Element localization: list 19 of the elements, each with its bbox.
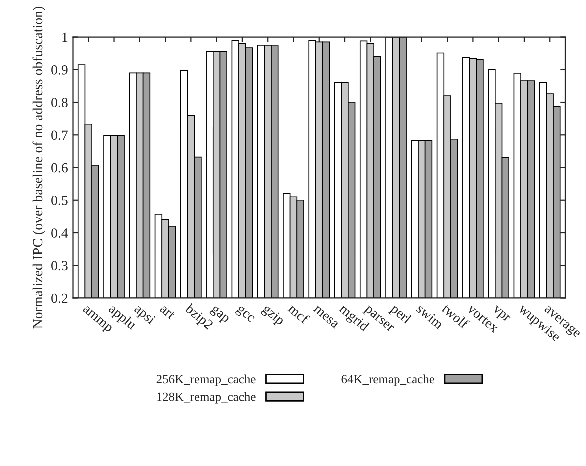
x-tick-label: twolf xyxy=(441,303,470,330)
y-tick-label: 0.2 xyxy=(52,294,68,304)
y-tick-label: 0.7 xyxy=(52,130,68,140)
legend-label: 256K_remap_cache xyxy=(156,374,256,386)
y-axis-title: Normalized IPC (over baseline of no address obfuscation) xyxy=(32,6,46,329)
y-tick-label: 0.8 xyxy=(52,98,68,108)
y-tick-label: 1 xyxy=(62,32,68,42)
y-tick-label: 0.9 xyxy=(52,65,68,75)
legend-label: 64K_remap_cache xyxy=(342,374,435,386)
x-tick-label: mcf xyxy=(288,303,310,324)
y-tick-label: 0.3 xyxy=(52,261,68,271)
legend-label: 128K_remap_cache xyxy=(157,392,256,404)
y-tick-label: 0.6 xyxy=(52,163,68,173)
x-tick-label: gzip xyxy=(260,304,286,328)
x-tick-label: art xyxy=(160,304,176,320)
x-tick-label: mesa xyxy=(313,306,340,329)
y-tick-label: 0.4 xyxy=(52,228,68,238)
x-tick-label: gcc xyxy=(234,305,256,325)
y-tick-label: 0.5 xyxy=(52,196,68,206)
